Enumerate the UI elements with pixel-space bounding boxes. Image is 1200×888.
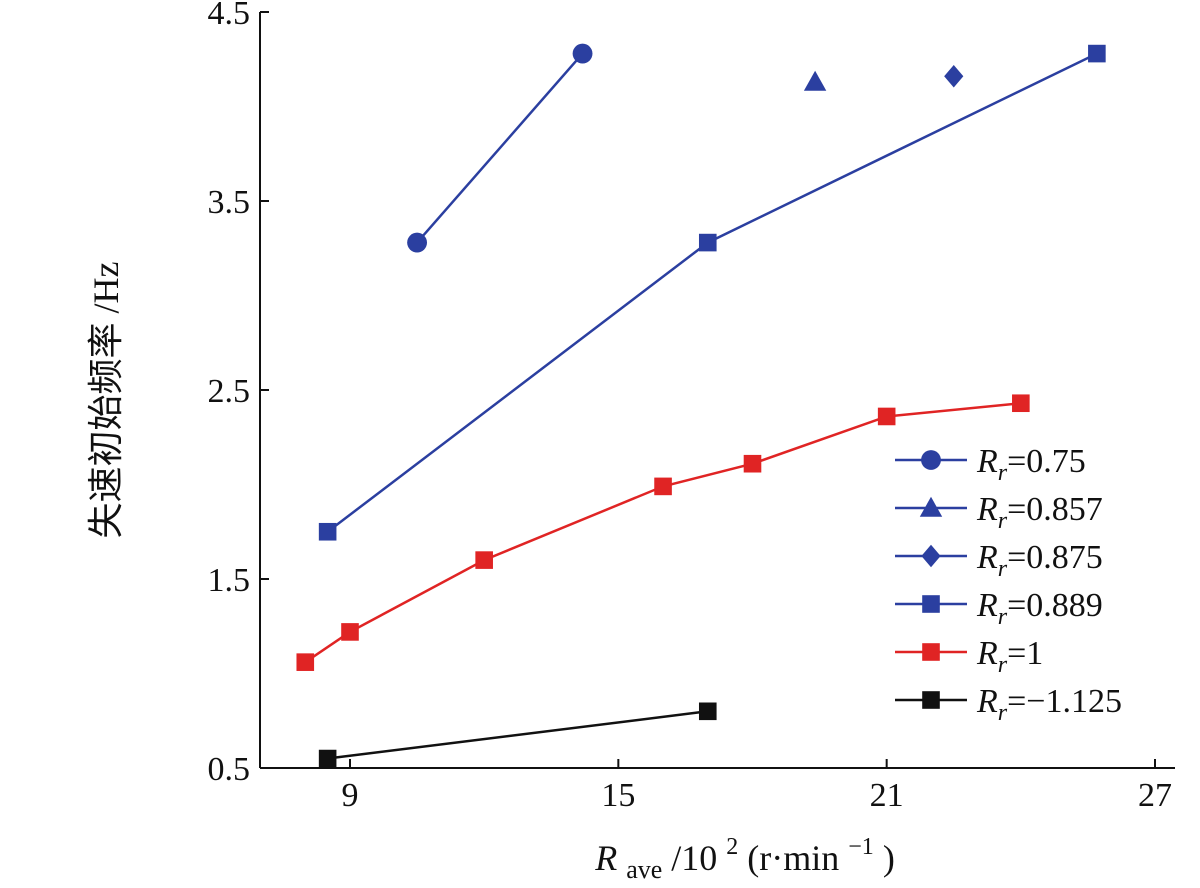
data-point: [1088, 44, 1106, 63]
y-tick-label: 4.5: [208, 0, 251, 32]
data-point: [803, 70, 827, 91]
x-tick-label: 27: [1138, 777, 1172, 814]
data-point: [698, 233, 717, 252]
legend-item: Rr=0.875: [895, 539, 1103, 582]
y-axis-title: 失速初始频率 /Hz: [86, 262, 126, 539]
x-axis-title-unit-sup: −1: [848, 834, 874, 860]
y-tick-label: 3.5: [208, 184, 251, 221]
legend-swatch-marker: [922, 691, 940, 709]
x-axis-title-unit: (r·min: [747, 838, 839, 878]
data-point: [654, 477, 672, 496]
data-point: [743, 454, 762, 473]
axes: 0.5 1.5 2.5 3.5 4.5 9 15 21 27: [208, 0, 1175, 814]
y-tick-label: 2.5: [208, 373, 251, 410]
legend: Rr=0.75 Rr=0.857 Rr=0.875 Rr=0.889 Rr=1 Rr=−1…: [895, 443, 1122, 726]
legend-label: Rr=0.875: [976, 539, 1103, 582]
series-3: [318, 44, 1106, 541]
x-axis-title-unit-close: ): [883, 838, 895, 878]
legend-item: Rr=0.857: [895, 491, 1103, 534]
legend-swatch-marker: [922, 643, 940, 661]
legend-swatch-marker: [921, 450, 941, 470]
data-point: [475, 551, 493, 569]
data-point: [1012, 394, 1030, 413]
series-line: [416, 52, 584, 244]
series-5: [318, 702, 717, 768]
x-tick-label: 9: [342, 777, 359, 814]
legend-item: Rr=−1.125: [895, 683, 1122, 726]
legend-item: Rr=0.75: [895, 443, 1086, 486]
data-point: [296, 653, 315, 671]
data-point: [877, 407, 896, 426]
series-4: [296, 394, 1030, 671]
x-tick-label: 15: [601, 777, 635, 814]
data-point: [572, 43, 593, 64]
data-point: [407, 232, 428, 253]
legend-label: Rr=0.889: [976, 587, 1103, 630]
legend-swatch-marker: [922, 595, 940, 613]
x-axis-title-mid: /10: [671, 838, 717, 878]
y-tick-label: 0.5: [208, 751, 251, 788]
series-1: [803, 70, 827, 91]
legend-label: Rr=0.75: [976, 443, 1086, 486]
series-2: [944, 65, 964, 88]
legend-swatch-marker: [921, 544, 941, 568]
x-axis-title-sub: ave: [626, 855, 662, 884]
legend-swatch-marker: [919, 496, 943, 517]
series-line: [304, 401, 1021, 664]
x-tick-label: 21: [870, 777, 904, 814]
x-axis-title-var: R: [594, 838, 617, 878]
data-point: [341, 623, 359, 641]
data-point: [318, 522, 337, 541]
data-point: [318, 749, 337, 768]
data-point: [698, 702, 717, 721]
legend-label: Rr=1: [976, 635, 1043, 678]
legend-item: Rr=0.889: [895, 587, 1103, 630]
x-axis-title-sup: 2: [726, 834, 738, 860]
series-layer: [296, 43, 1106, 768]
legend-label: Rr=−1.125: [976, 683, 1122, 726]
series-line: [327, 710, 708, 760]
legend-item: Rr=1: [895, 635, 1043, 678]
legend-label: Rr=0.857: [976, 491, 1103, 534]
data-point: [944, 65, 964, 88]
y-tick-label: 1.5: [208, 562, 251, 599]
series-0: [407, 43, 593, 253]
x-axis-title: R ave /10 2 (r·min −1 ): [594, 822, 895, 886]
